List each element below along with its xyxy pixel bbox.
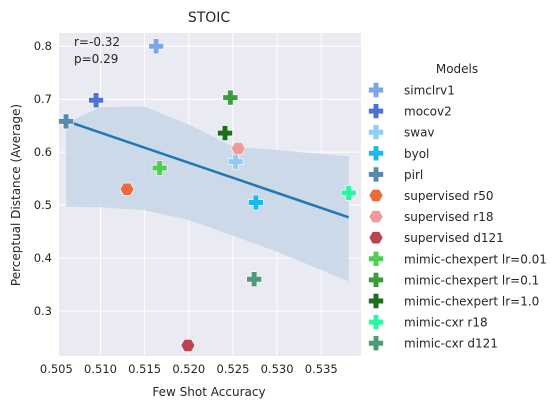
- legend-marker: [368, 272, 384, 288]
- data-point: [151, 160, 168, 176]
- legend-item-label: supervised r50: [404, 189, 494, 203]
- x-tick-label: 0.510: [84, 362, 117, 376]
- confidence-band: [66, 106, 349, 282]
- x-tick-label: 0.535: [305, 362, 338, 376]
- legend-marker: [368, 189, 384, 202]
- legend-marker: [368, 210, 384, 223]
- legend-item-label: supervised r18: [404, 210, 494, 224]
- legend-marker: [368, 82, 384, 98]
- legend-item-label: mimic-cxr r18: [404, 316, 488, 330]
- legend-marker: [368, 124, 384, 140]
- data-point: [58, 113, 74, 130]
- data-point: [340, 185, 357, 201]
- data-point: [246, 271, 262, 288]
- y-tick-labels: 0.3 0.4 0.5 0.6 0.7 0.8: [34, 39, 52, 318]
- legend: simclrv1 mocov2 swav byol pirl supervised r50…: [368, 82, 547, 351]
- legend-item-label: mimic-cxr d121: [404, 337, 498, 351]
- y-tick-label: 0.8: [34, 39, 52, 53]
- correlation-p: p=0.29: [74, 52, 118, 66]
- legend-item-label: byol: [404, 147, 429, 161]
- legend-item-label: swav: [404, 126, 435, 140]
- legend-marker: [368, 314, 384, 330]
- legend-item-label: simclrv1: [404, 84, 455, 98]
- data-point: [88, 92, 104, 109]
- x-tick-label: 0.530: [261, 362, 294, 376]
- legend-marker: [368, 293, 384, 309]
- y-tick-label: 0.3: [34, 304, 52, 318]
- data-point: [248, 194, 264, 211]
- legend-item-label: mimic-chexpert lr=0.1: [404, 273, 539, 287]
- y-tick-label: 0.4: [34, 251, 52, 265]
- x-tick-label: 0.505: [40, 362, 73, 376]
- legend-marker: [368, 145, 384, 162]
- x-tick-labels: 0.505 0.510 0.515 0.520 0.525 0.530 0.535: [40, 362, 338, 376]
- legend-item-label: mocov2: [404, 105, 452, 119]
- legend-title: Models: [436, 62, 478, 76]
- data-point: [222, 89, 239, 106]
- data-point: [227, 153, 244, 170]
- legend-marker: [368, 251, 384, 267]
- data-point: [217, 125, 233, 141]
- legend-marker: [368, 335, 384, 351]
- data-points: [58, 38, 357, 352]
- x-tick-label: 0.525: [216, 362, 249, 376]
- data-point: [230, 142, 246, 155]
- legend-item-label: mimic-chexpert lr=0.01: [404, 252, 547, 266]
- legend-item-label: pirl: [404, 168, 423, 182]
- x-axis-label: Few Shot Accuracy: [152, 385, 265, 399]
- y-axis-label: Perceptual Distance (Average): [9, 104, 23, 286]
- x-tick-label: 0.515: [128, 362, 161, 376]
- legend-marker: [368, 166, 384, 183]
- legend-marker: [368, 231, 384, 245]
- legend-item-label: mimic-chexpert lr=1.0: [404, 295, 539, 309]
- legend-marker: [368, 103, 384, 119]
- data-point: [148, 38, 164, 55]
- y-tick-label: 0.5: [34, 198, 52, 212]
- correlation-r: r=-0.32: [74, 35, 120, 49]
- x-tick-label: 0.520: [172, 362, 205, 376]
- chart-title: STOIC: [188, 10, 231, 26]
- data-point: [119, 182, 135, 196]
- y-tick-label: 0.7: [34, 92, 52, 106]
- y-tick-label: 0.6: [34, 145, 52, 159]
- legend-item-label: supervised d121: [404, 231, 504, 245]
- data-point: [180, 339, 196, 352]
- regression-line: [65, 119, 350, 219]
